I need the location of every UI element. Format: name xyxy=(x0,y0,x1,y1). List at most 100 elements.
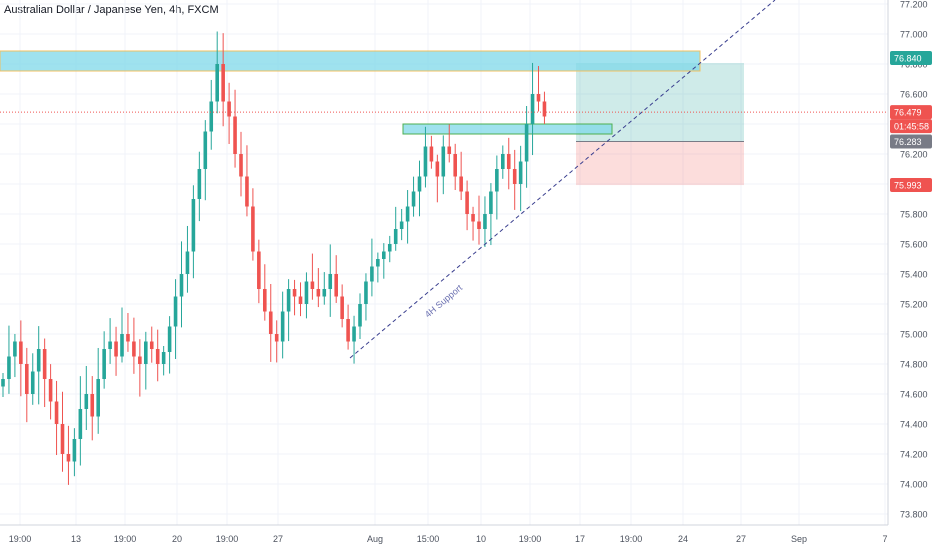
price-axis[interactable]: 77.20077.00076.80076.60076.40076.20076.0… xyxy=(887,0,932,550)
candle-up xyxy=(203,131,208,169)
y-tick-label: 75.400 xyxy=(900,270,928,280)
candle-up xyxy=(280,311,285,342)
x-tick-label: 19:00 xyxy=(519,534,542,544)
candle-up xyxy=(483,214,487,229)
candle-down xyxy=(346,319,350,342)
candle-down xyxy=(447,146,452,154)
candle-down xyxy=(19,341,23,364)
time-axis[interactable]: 19:00 13 19:00 20 19:00 27 Aug 15:00 10 19:00 17 19… xyxy=(0,524,888,544)
candle-down xyxy=(536,94,541,102)
x-tick-label: Aug xyxy=(367,534,383,544)
candle-down xyxy=(25,364,29,394)
candle-up xyxy=(161,352,166,364)
candle-up xyxy=(179,274,184,297)
candle-up xyxy=(370,266,374,282)
candle-up xyxy=(405,206,410,222)
candle-down xyxy=(263,289,267,312)
y-tick-label: 77.200 xyxy=(900,0,928,10)
y-tick-label: 74.000 xyxy=(900,480,928,490)
candle-up xyxy=(7,356,11,379)
candle-down xyxy=(435,161,440,177)
entry-price-label-bg xyxy=(890,134,932,149)
candle-up xyxy=(524,124,529,162)
candle-up xyxy=(376,259,380,267)
candle-up xyxy=(36,349,41,372)
x-tick-label: 19:00 xyxy=(114,534,137,544)
y-tick-label: 75.600 xyxy=(900,240,928,250)
candle-down xyxy=(126,334,130,342)
target-price-label: 76.840 xyxy=(894,54,922,64)
price-axis-bg xyxy=(888,0,932,550)
candle-up xyxy=(173,296,178,327)
x-tick-label: 27 xyxy=(736,534,746,544)
y-tick-label: 76.600 xyxy=(900,90,928,100)
candle-up xyxy=(399,221,404,229)
candle-up xyxy=(120,334,124,357)
candle-up xyxy=(501,154,505,169)
candle-up xyxy=(13,341,17,357)
y-tick-label: 74.400 xyxy=(900,420,928,430)
y-tick-label: 75.200 xyxy=(900,300,928,310)
candle-down xyxy=(298,296,303,304)
resistance-zone xyxy=(0,50,701,72)
candle-down xyxy=(453,154,457,177)
candle-up xyxy=(322,289,327,297)
candle-down xyxy=(471,214,475,222)
candle-up xyxy=(352,326,356,342)
y-tick-label: 73.800 xyxy=(900,510,928,520)
candle-down xyxy=(233,116,237,154)
entry-price-label: 76.283 xyxy=(894,137,922,147)
candle-down xyxy=(274,334,279,342)
x-tick-label: 7 xyxy=(882,534,887,544)
grid xyxy=(0,0,888,525)
candle-down xyxy=(506,154,511,169)
x-tick-label: 19:00 xyxy=(216,534,239,544)
candle-up xyxy=(215,64,219,102)
candle-up xyxy=(364,281,368,304)
chart-title: Australian Dollar / Japanese Yen, 4h, FX… xyxy=(4,4,219,16)
candle-down xyxy=(316,289,321,297)
candle-down xyxy=(268,311,273,334)
y-tick-label: 74.800 xyxy=(900,360,928,370)
x-tick-label: 15:00 xyxy=(417,534,440,544)
y-tick-label: 74.600 xyxy=(900,390,928,400)
x-tick-label: 20 xyxy=(172,534,182,544)
candle-down xyxy=(257,251,261,289)
candle-down xyxy=(245,176,249,207)
candle-down xyxy=(149,341,154,349)
breakout-zone xyxy=(402,123,613,135)
countdown-label-bg xyxy=(890,119,932,134)
candle-up xyxy=(185,251,190,274)
candle-up xyxy=(72,439,77,462)
candle-down xyxy=(512,169,517,184)
candle-up xyxy=(191,199,196,252)
candle-up xyxy=(197,169,202,199)
candle-down xyxy=(239,154,243,177)
last-price-label: 76.479 xyxy=(894,108,922,118)
candle-down xyxy=(227,101,231,117)
stop-price-label: 75.993 xyxy=(894,181,922,191)
candle-down xyxy=(138,356,142,364)
candle-up xyxy=(495,169,499,192)
candle-down xyxy=(132,341,136,357)
y-tick-label: 75.800 xyxy=(900,210,928,220)
candle-up xyxy=(393,229,398,244)
candle-up xyxy=(417,176,422,192)
candle-up xyxy=(144,341,148,364)
candle-down xyxy=(155,349,160,364)
candle-down xyxy=(542,101,547,117)
candle-down xyxy=(459,176,463,192)
candle-down xyxy=(60,424,65,454)
candle-down xyxy=(340,296,344,319)
candle-up xyxy=(382,251,386,259)
candle-down xyxy=(310,281,315,289)
stop-price-label-bg xyxy=(890,178,932,193)
x-tick-label: 19:00 xyxy=(9,534,32,544)
candle-up xyxy=(387,244,392,252)
candle-up xyxy=(167,326,172,352)
x-tick-label: 13 xyxy=(71,534,81,544)
candle-up xyxy=(209,101,214,132)
candle-up xyxy=(30,371,35,394)
candle-up xyxy=(286,289,291,312)
